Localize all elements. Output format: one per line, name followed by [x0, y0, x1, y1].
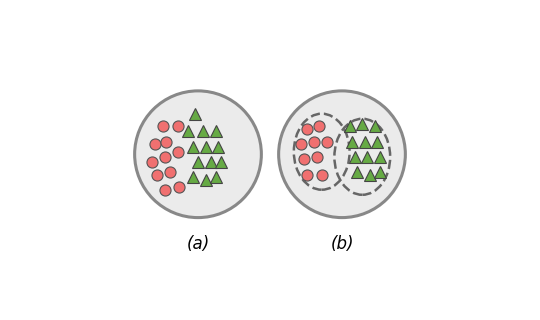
Circle shape [279, 91, 406, 218]
Text: (b): (b) [330, 235, 354, 253]
Circle shape [134, 91, 261, 218]
Text: (a): (a) [186, 235, 210, 253]
